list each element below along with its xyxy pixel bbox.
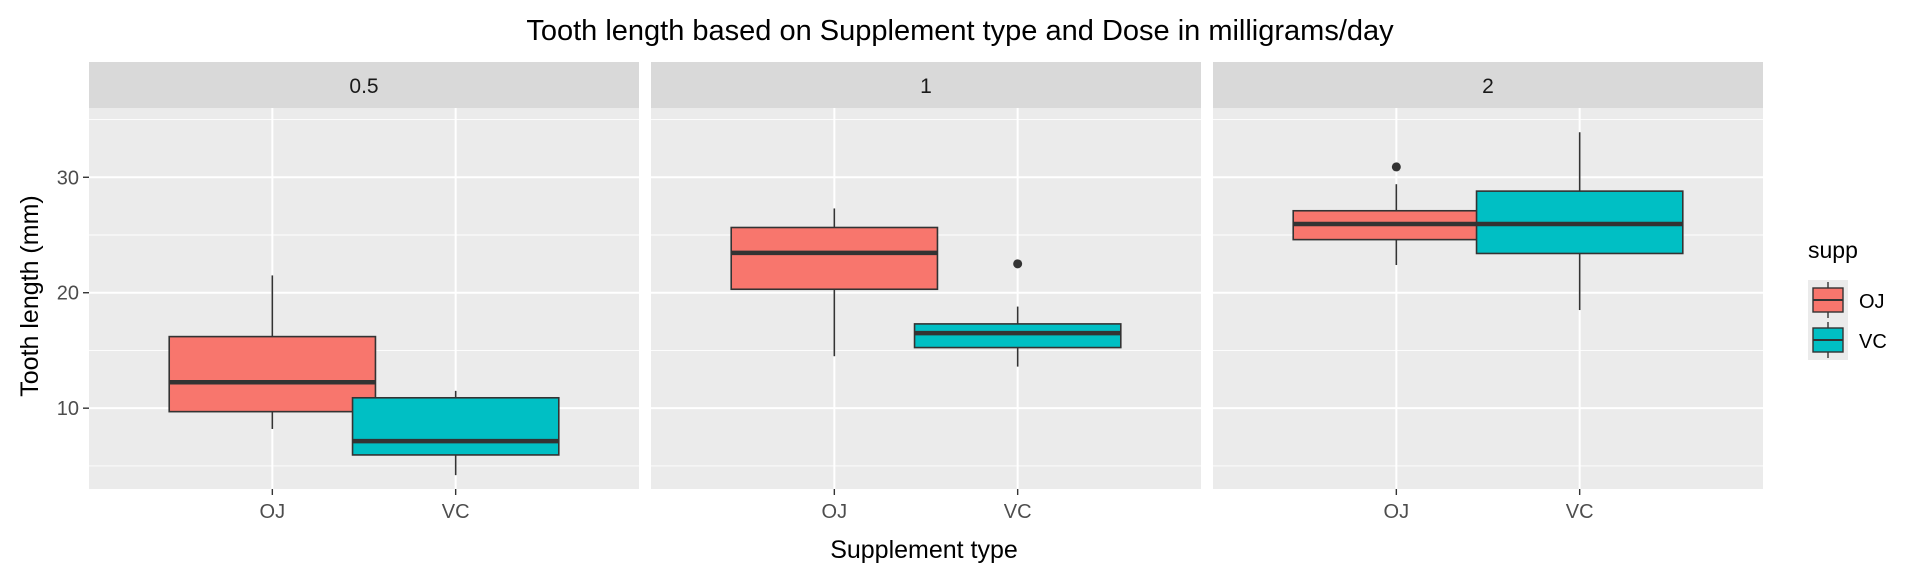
facet-strip xyxy=(1213,62,1763,108)
box-vc xyxy=(913,323,1122,349)
x-tick-label: OJ xyxy=(260,501,286,523)
legend-title: supp xyxy=(1808,237,1858,263)
facets-layer: 0.5 OJ VC 1 OJ VC 2 OJ VC 10 20 30 xyxy=(57,62,1763,523)
x-tick-label: VC xyxy=(1004,501,1032,523)
legend-label-oj: OJ xyxy=(1859,291,1885,313)
y-tick-label: 10 xyxy=(57,398,79,420)
facet-strip-label: 1 xyxy=(920,75,932,98)
facet-panel xyxy=(1213,108,1763,489)
legend: supp OJ VC xyxy=(1808,237,1887,360)
box-vc xyxy=(351,396,560,456)
facet-strip xyxy=(651,62,1201,108)
legend-label-vc: VC xyxy=(1859,331,1887,353)
outlier-point xyxy=(1391,162,1401,172)
y-axis-title: Tooth length (mm) xyxy=(16,195,44,396)
facet-strip-label: 2 xyxy=(1482,75,1494,98)
facet-strip xyxy=(89,62,639,108)
outlier-point xyxy=(1013,259,1023,269)
box-oj xyxy=(730,226,939,291)
box-oj xyxy=(168,335,377,413)
facet-strip-label: 0.5 xyxy=(349,75,378,98)
facet-panel xyxy=(651,108,1201,489)
x-tick-label: OJ xyxy=(1384,501,1410,523)
x-tick-label: OJ xyxy=(822,501,848,523)
x-tick-label: VC xyxy=(1566,501,1594,523)
x-tick-label: VC xyxy=(442,501,470,523)
y-tick-label: 30 xyxy=(57,167,79,189)
x-axis-title: Supplement type xyxy=(830,536,1018,564)
chart-title: Tooth length based on Supplement type an… xyxy=(526,15,1394,47)
y-tick-label: 20 xyxy=(57,283,79,305)
